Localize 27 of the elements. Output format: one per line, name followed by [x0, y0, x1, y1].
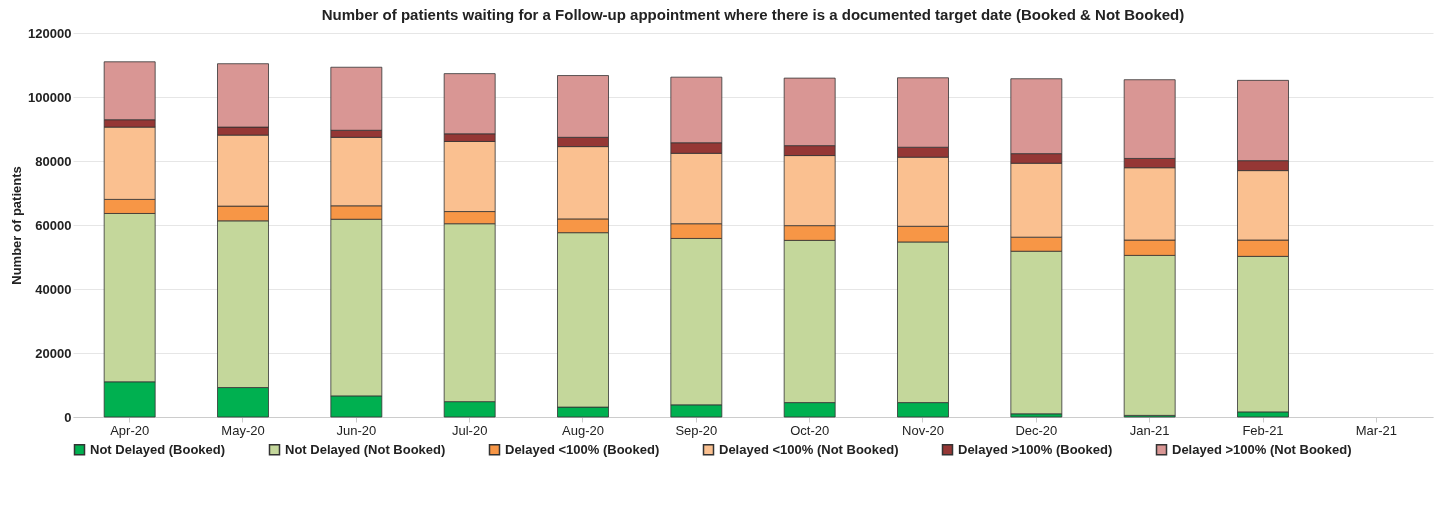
y-tick-label: 100000 [28, 89, 72, 105]
legend-label: Not Delayed (Booked) [90, 441, 226, 457]
x-tick-label: Oct-20 [790, 422, 830, 438]
x-tick-label: May-20 [221, 422, 265, 438]
legend-label: Delayed >100% (Booked) [958, 441, 1113, 457]
x-tick-label: Nov-20 [902, 422, 944, 438]
x-tick-label: Jan-21 [1129, 422, 1170, 438]
x-tick-label: Feb-21 [1242, 422, 1284, 438]
legend-label: Delayed <100% (Booked) [505, 441, 660, 457]
x-tick-label: Jun-20 [336, 422, 377, 438]
x-tick-label: Sep-20 [675, 422, 718, 438]
x-tick-label: Aug-20 [562, 422, 604, 438]
x-tick-label: Jul-20 [451, 422, 488, 438]
x-tick-label: Mar-21 [1355, 422, 1397, 438]
y-axis-title: Number of patients [9, 166, 25, 285]
x-tick-label: Dec-20 [1015, 422, 1058, 438]
y-tick-label: 40000 [35, 281, 72, 297]
chart-title: Number of patients waiting for a Follow-up appointment where there is a documented target date (Booked & Not Booked) [321, 6, 1185, 23]
y-tick-label: 20000 [35, 345, 72, 361]
legend-label: Delayed <100% (Not Booked) [719, 441, 899, 457]
x-tick-label: Apr-20 [110, 422, 150, 438]
legend-label: Not Delayed (Not Booked) [285, 441, 446, 457]
y-tick-label: 120000 [28, 25, 72, 41]
y-tick-label: 60000 [35, 217, 72, 233]
y-tick-label: 0 [64, 409, 72, 425]
legend-label: Delayed >100% (Not Booked) [1172, 441, 1352, 457]
y-tick-label: 80000 [35, 153, 72, 169]
